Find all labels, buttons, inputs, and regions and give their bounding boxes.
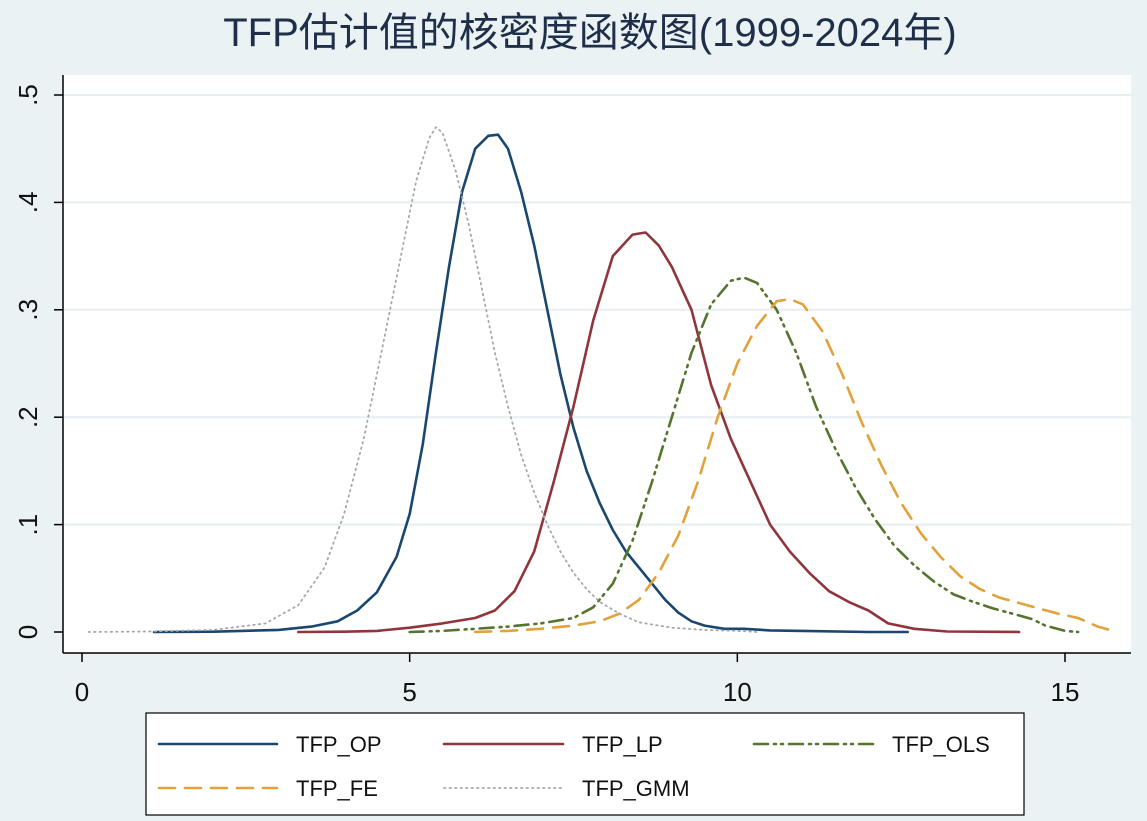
legend: TFP_OP TFP_LP TFP_OLS TFP_FE TFP_GMM (145, 712, 1025, 816)
y-tick-label: 0 (13, 625, 43, 639)
x-tick-label: 0 (75, 677, 89, 707)
legend-item-tfp-fe: TFP_FE (157, 776, 378, 801)
y-tick-label: .5 (13, 84, 43, 106)
legend-item-tfp-gmm: TFP_GMM (443, 776, 690, 801)
series-line-tfp-op (152, 133, 910, 634)
chart-title: TFP估计值的核密度函数图(1999-2024年) (223, 11, 956, 55)
legend-label: TFP_LP (582, 732, 663, 757)
x-tick-label: 15 (1051, 677, 1080, 707)
y-tick-label: .3 (13, 299, 43, 321)
legend-item-tfp-lp: TFP_LP (442, 732, 663, 757)
y-tick-label: .4 (13, 192, 43, 214)
legend-label: TFP_OLS (892, 732, 990, 757)
x-tick-label: 10 (723, 677, 752, 707)
series-line-tfp-ols (408, 276, 1080, 634)
plot-area (63, 75, 1131, 653)
legend-box (145, 712, 1025, 816)
legend-label: TFP_OP (296, 732, 382, 757)
y-tick-label: .2 (13, 406, 43, 428)
series-line-tfp-fe (473, 297, 1119, 634)
legend-item-tfp-op: TFP_OP (157, 732, 382, 757)
series-line-tfp-lp (296, 231, 1021, 634)
legend-label: TFP_FE (296, 776, 378, 801)
x-tick-label: 5 (402, 677, 416, 707)
legend-label: TFP_GMM (582, 776, 690, 801)
series-layer (87, 126, 1119, 634)
series-line-tfp-gmm (87, 126, 758, 633)
y-tick-label: .1 (13, 514, 43, 536)
legend-item-tfp-ols: TFP_OLS (752, 732, 990, 757)
axes: 0 5 10 15 0 .1 .2 .3 .4 .5 (13, 75, 1131, 707)
